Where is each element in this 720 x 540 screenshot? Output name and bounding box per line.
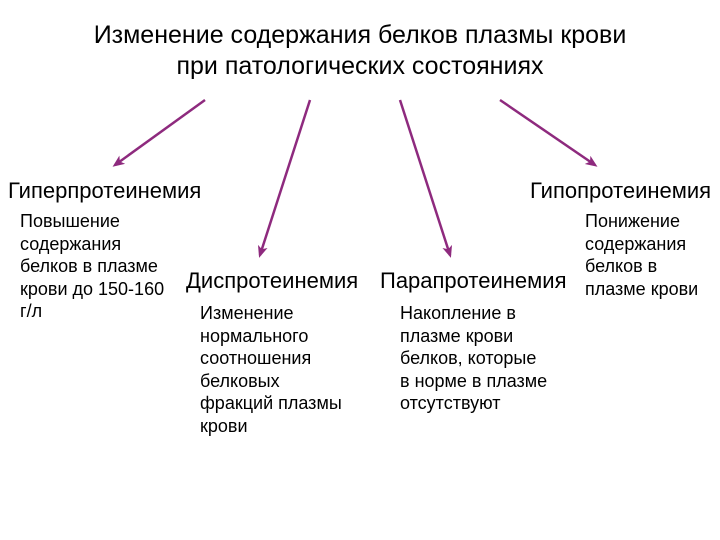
- slide-title: Изменение содержания белков плазмы крови…: [0, 20, 720, 83]
- title-line-2: при патологических состояниях: [176, 52, 543, 80]
- title-line-1: Изменение содержания белков плазмы крови: [94, 21, 627, 49]
- desc-hyper: Повышение содержания белков в плазме кро…: [20, 210, 180, 323]
- desc-hypo: Понижение содержания белков в плазме кро…: [585, 210, 715, 300]
- arrow-3: [400, 100, 450, 255]
- label-hyper: Гиперпротеинемия: [8, 178, 201, 204]
- desc-dys: Изменение нормального соотношения белков…: [200, 302, 350, 437]
- desc-para: Накопление в плазме крови белков, которы…: [400, 302, 550, 415]
- slide-root: Изменение содержания белков плазмы крови…: [0, 0, 720, 540]
- label-hypo: Гипопротеинемия: [530, 178, 711, 204]
- arrow-4: [500, 100, 595, 165]
- label-dys: Диспротеинемия: [186, 268, 358, 294]
- label-para: Парапротеинемия: [380, 268, 566, 294]
- arrow-1: [115, 100, 205, 165]
- arrow-2: [260, 100, 310, 255]
